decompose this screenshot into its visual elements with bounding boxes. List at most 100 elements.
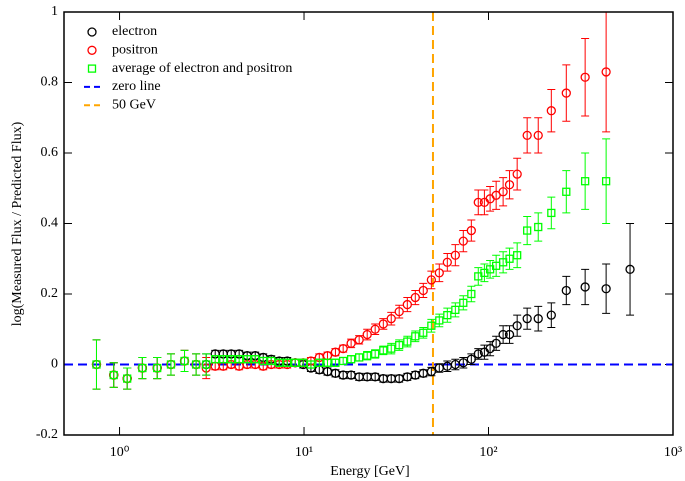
error-bar	[435, 313, 444, 328]
data-point	[394, 306, 404, 317]
data-point	[534, 222, 543, 232]
error-bar	[403, 297, 412, 313]
data-point	[512, 169, 522, 179]
error-bar	[166, 353, 175, 376]
data-point	[443, 310, 452, 320]
y-tick-label: 0.8	[41, 75, 59, 90]
error-bar	[427, 270, 436, 290]
legend-label: 50 GeV	[112, 97, 156, 112]
error-bar	[459, 295, 468, 311]
data-point	[546, 310, 556, 320]
data-point	[533, 314, 543, 324]
data-point	[339, 356, 348, 366]
data-point	[346, 338, 356, 349]
error-bar	[562, 64, 571, 122]
error-bar	[499, 177, 508, 207]
error-bar	[562, 275, 571, 306]
data-point	[504, 329, 515, 340]
error-bar	[523, 117, 532, 154]
data-point	[323, 358, 332, 367]
data-point	[522, 130, 532, 141]
data-point	[523, 226, 532, 235]
data-point	[601, 284, 611, 294]
data-point	[411, 332, 420, 341]
error-bar	[363, 350, 372, 361]
data-point	[426, 275, 437, 285]
data-point	[211, 355, 220, 364]
data-point	[513, 251, 522, 260]
error-bar	[492, 335, 501, 351]
error-bar	[547, 89, 556, 133]
data-point	[138, 363, 147, 373]
data-point	[625, 264, 635, 274]
data-point	[202, 360, 211, 369]
data-point	[166, 360, 176, 369]
plot-frame	[63, 11, 674, 436]
legend-symbol	[87, 45, 97, 55]
error-bar	[499, 251, 508, 274]
error-bar	[547, 302, 556, 328]
legend-symbol	[87, 64, 97, 73]
data-point	[498, 187, 508, 197]
error-bar	[480, 263, 489, 283]
data-point	[306, 360, 316, 369]
error-bar	[486, 260, 495, 279]
data-point	[299, 358, 308, 367]
error-bar	[626, 223, 635, 316]
x-tick-label: 10³	[664, 445, 682, 460]
data-point	[354, 335, 364, 345]
data-point	[547, 208, 556, 218]
data-point	[346, 355, 356, 364]
data-point	[251, 355, 260, 364]
error-bar	[513, 157, 522, 191]
error-bar	[492, 254, 501, 277]
data-point	[561, 88, 571, 98]
error-bar	[467, 285, 476, 303]
error-bar	[339, 356, 348, 365]
data-point	[355, 353, 364, 362]
data-point	[533, 130, 543, 141]
error-bar	[581, 37, 590, 117]
data-point	[512, 321, 522, 331]
y-axis-label: log(Measured Flux / Predicted Flux)	[10, 121, 25, 326]
error-bar	[435, 263, 444, 283]
error-bar	[451, 302, 460, 318]
error-bar	[534, 117, 543, 154]
data-point	[92, 360, 101, 369]
error-bar	[523, 307, 532, 330]
x-tick-label: 10⁰	[110, 445, 130, 460]
data-point	[371, 349, 380, 359]
error-bar	[192, 353, 201, 376]
data-point	[180, 356, 189, 366]
error-bar	[109, 362, 118, 388]
data-point	[419, 328, 428, 337]
data-point	[458, 236, 468, 246]
data-point	[370, 324, 380, 334]
error-bar	[513, 242, 522, 269]
data-point	[331, 358, 340, 367]
data-point	[562, 187, 571, 196]
error-bar	[602, 138, 611, 224]
y-tick-label: 1	[51, 4, 58, 19]
data-point	[395, 340, 404, 350]
legend-label: average of electron and positron	[112, 61, 292, 76]
legend-label: positron	[112, 43, 158, 58]
error-bar	[443, 252, 452, 272]
data-point	[522, 314, 532, 324]
data-point	[466, 225, 476, 236]
error-bar	[581, 152, 590, 210]
data-point	[450, 250, 460, 260]
data-point	[459, 298, 468, 307]
error-bar	[379, 345, 388, 356]
data-point	[601, 177, 611, 186]
data-point	[458, 358, 468, 368]
data-point	[580, 282, 590, 292]
data-point	[379, 346, 388, 355]
legend-label: electron	[112, 24, 157, 39]
error-bar	[581, 268, 590, 306]
error-bar	[427, 318, 436, 333]
data-point	[561, 285, 571, 296]
data-point	[473, 197, 483, 208]
error-bar	[355, 353, 364, 362]
error-bar	[467, 219, 476, 242]
